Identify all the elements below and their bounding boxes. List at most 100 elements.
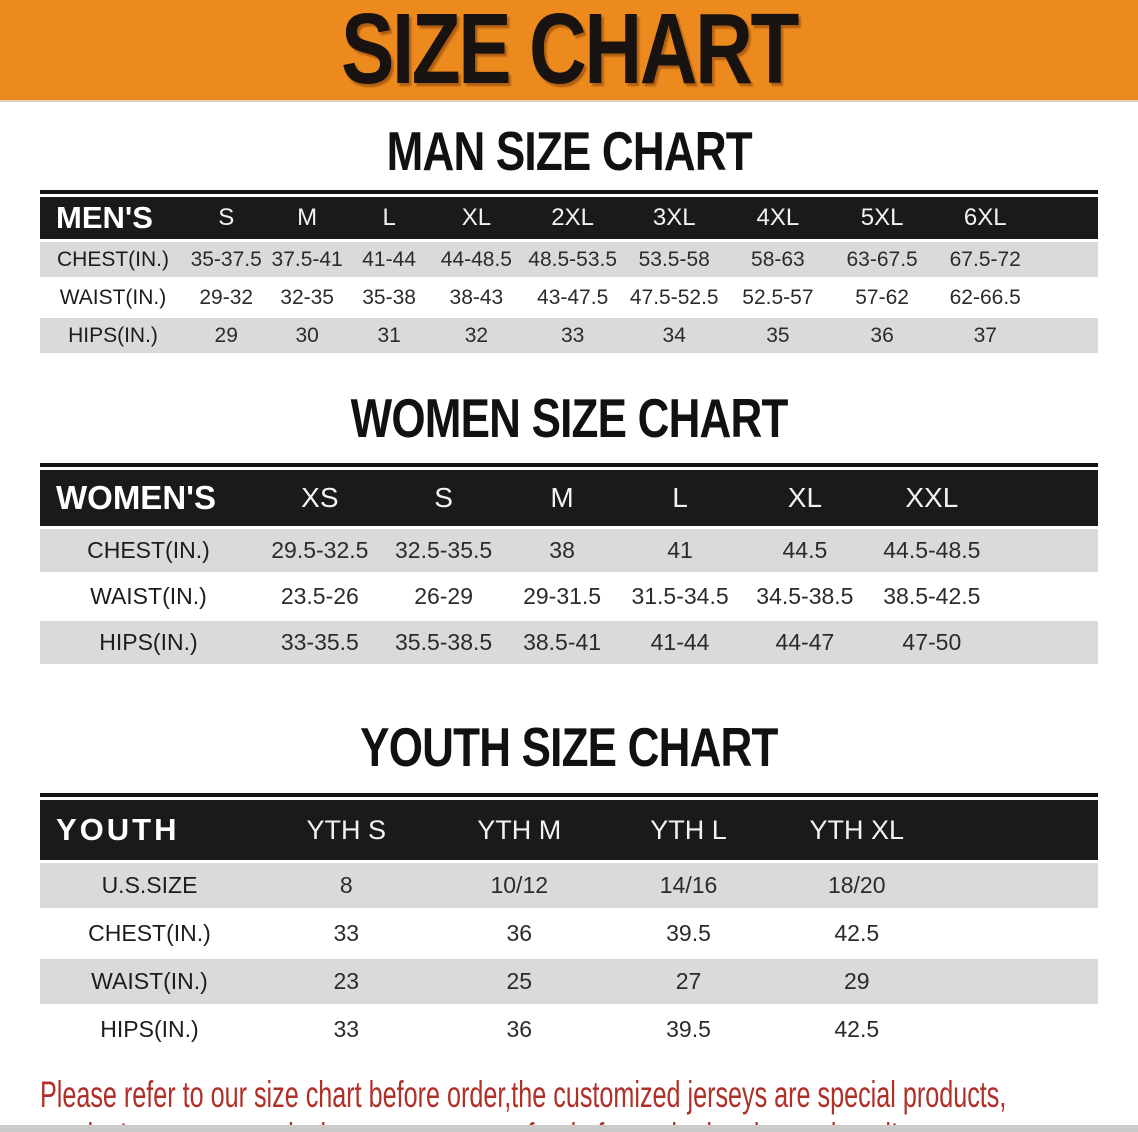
size-value-cell: 32-35	[266, 278, 348, 317]
column-header: YTH L	[604, 800, 773, 862]
table-row: WAIST(IN.) 23 25 27 29	[40, 956, 1098, 1007]
row-label: HIPS(IN.)	[40, 618, 257, 667]
men-table-top-rule	[40, 190, 1098, 194]
size-value-cell: 33	[259, 1005, 434, 1052]
table-row: WAIST(IN.) 23.5-26 26-29 29-31.5 31.5-34.5 34…	[40, 573, 1098, 620]
size-value-cell: 29.5-32.5	[256, 526, 383, 575]
header-filler	[994, 470, 1098, 528]
size-value-cell: 29	[186, 315, 267, 356]
men-chart-heading: MAN SIZE CHART	[0, 120, 1138, 182]
table-row: HIPS(IN.) 29 30 31 32 33 34 35 36 37	[40, 315, 1098, 356]
row-label: CHEST(IN.)	[40, 239, 186, 280]
column-header: L	[619, 470, 741, 528]
size-value-cell: 67.5-72	[933, 239, 1037, 280]
row-filler	[994, 573, 1098, 620]
men-size-table-wrap: MEN'S S M L XL 2XL 3XL 4XL 5XL 6XL CHEST(IN.) 35-37…	[40, 190, 1098, 356]
size-value-cell: 44-47	[740, 618, 870, 667]
size-value-cell: 29	[772, 956, 942, 1007]
charts-root: MAN SIZE CHART MEN'S S M L XL 2XL 3XL 4XL 5XL 6XL C…	[0, 120, 1138, 1052]
row-label: WAIST(IN.)	[40, 573, 257, 620]
size-value-cell: 23	[259, 956, 434, 1007]
disclaimer: Please refer to our size chart before or…	[40, 1074, 1138, 1132]
column-header: XS	[256, 470, 383, 528]
column-header: M	[504, 470, 620, 528]
size-value-cell: 30	[266, 315, 348, 356]
youth-size-table-wrap: YOUTH YTH S YTH M YTH L YTH XL U.S.SIZE 8 10/12…	[40, 793, 1098, 1052]
men-size-table: MEN'S S M L XL 2XL 3XL 4XL 5XL 6XL CHEST(IN.) 35-37…	[40, 197, 1098, 356]
size-value-cell: 33	[522, 315, 623, 356]
size-value-cell: 52.5-57	[725, 278, 831, 317]
size-value-cell: 35-38	[347, 278, 431, 317]
size-value-cell: 38.5-41	[504, 618, 620, 667]
row-label: CHEST(IN.)	[40, 526, 257, 575]
size-value-cell: 31.5-34.5	[619, 573, 741, 620]
size-value-cell: 36	[433, 909, 605, 958]
row-filler	[1036, 278, 1098, 317]
size-value-cell: 38-43	[430, 278, 523, 317]
row-label: HIPS(IN.)	[40, 315, 186, 356]
women-table-top-rule	[40, 463, 1098, 467]
column-header: 2XL	[522, 197, 623, 241]
size-value-cell: 14/16	[604, 860, 773, 911]
size-value-cell: 32	[430, 315, 523, 356]
size-value-cell: 42.5	[772, 1005, 942, 1052]
table-row: U.S.SIZE 8 10/12 14/16 18/20	[40, 860, 1098, 911]
size-value-cell: 34	[622, 315, 726, 356]
row-filler	[994, 526, 1098, 575]
row-filler	[1036, 315, 1098, 356]
size-value-cell: 33-35.5	[256, 618, 383, 667]
table-row: HIPS(IN.) 33 36 39.5 42.5	[40, 1005, 1098, 1052]
size-value-cell: 32.5-35.5	[382, 526, 505, 575]
size-value-cell: 35-37.5	[186, 239, 267, 280]
women-label-header: WOMEN'S	[40, 470, 257, 528]
size-value-cell: 36	[830, 315, 934, 356]
table-row: CHEST(IN.) 35-37.5 37.5-41 41-44 44-48.5 48.5…	[40, 239, 1098, 280]
row-filler	[941, 909, 1098, 958]
size-value-cell: 43-47.5	[522, 278, 623, 317]
size-value-cell: 37.5-41	[266, 239, 348, 280]
youth-header-row: YOUTH YTH S YTH M YTH L YTH XL	[40, 800, 1098, 862]
women-chart-heading: WOMEN SIZE CHART	[0, 391, 1138, 446]
table-row: WAIST(IN.) 29-32 32-35 35-38 38-43 43-47.5 47.…	[40, 278, 1098, 317]
column-header: L	[347, 197, 431, 241]
size-value-cell: 29-31.5	[504, 573, 620, 620]
men-header-row: MEN'S S M L XL 2XL 3XL 4XL 5XL 6XL	[40, 197, 1098, 241]
column-header: 5XL	[830, 197, 934, 241]
size-value-cell: 58-63	[725, 239, 831, 280]
men-size-chart-section: MAN SIZE CHART MEN'S S M L XL 2XL 3XL 4XL 5XL 6XL C…	[0, 120, 1138, 356]
size-value-cell: 29-32	[186, 278, 267, 317]
row-filler	[941, 1005, 1098, 1052]
size-value-cell: 41	[619, 526, 741, 575]
size-value-cell: 44-48.5	[430, 239, 523, 280]
women-header-row: WOMEN'S XS S M L XL XXL	[40, 470, 1098, 528]
size-value-cell: 53.5-58	[622, 239, 726, 280]
size-value-cell: 25	[433, 956, 605, 1007]
disclaimer-line-1: Please refer to our size chart before or…	[40, 1074, 1007, 1115]
size-value-cell: 62-66.5	[933, 278, 1037, 317]
youth-chart-heading-text: YOUTH SIZE CHART	[360, 716, 778, 778]
row-filler	[1036, 239, 1098, 280]
size-value-cell: 48.5-53.5	[522, 239, 623, 280]
women-size-chart-section: WOMEN SIZE CHART WOMEN'S XS S M L XL XXL CHEST(I…	[0, 391, 1138, 667]
column-header: 3XL	[622, 197, 726, 241]
row-filler	[941, 860, 1098, 911]
size-value-cell: 38	[504, 526, 620, 575]
page-title: SIZE CHART	[0, 0, 1138, 99]
header-filler	[1036, 197, 1098, 241]
size-value-cell: 35.5-38.5	[382, 618, 505, 667]
size-value-cell: 27	[604, 956, 773, 1007]
size-value-cell: 41-44	[619, 618, 741, 667]
page-title-text: SIZE CHART	[341, 0, 799, 100]
size-value-cell: 47-50	[869, 618, 995, 667]
row-label: WAIST(IN.)	[40, 956, 259, 1007]
youth-table-top-rule	[40, 793, 1098, 797]
size-value-cell: 39.5	[604, 1005, 773, 1052]
column-header: S	[382, 470, 505, 528]
size-value-cell: 36	[433, 1005, 605, 1052]
row-filler	[941, 956, 1098, 1007]
men-chart-heading-text: MAN SIZE CHART	[386, 120, 752, 182]
size-value-cell: 44.5	[740, 526, 870, 575]
column-header: XXL	[869, 470, 995, 528]
column-header: S	[186, 197, 267, 241]
